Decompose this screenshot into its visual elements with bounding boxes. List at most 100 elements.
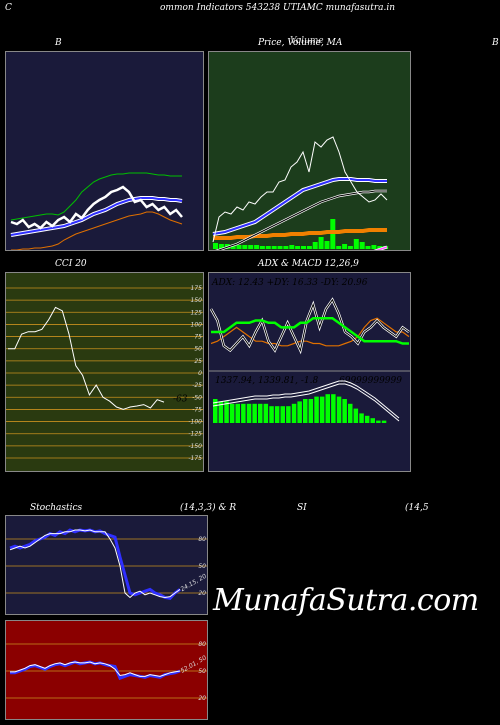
corner-right-label: B — [492, 38, 499, 48]
corner-left-label: C — [5, 3, 12, 13]
cci-tick-label: -150 — [188, 443, 202, 450]
macd-histogram-bar — [376, 420, 381, 423]
cci-tick-label: -125 — [188, 431, 202, 438]
cci-chart: 175 150 125 100 75 50 25 0 -25 -50 -75 -100 -125 -150… — [6, 285, 203, 462]
macd-line — [212, 380, 400, 419]
adx-panel-title: ADX & MACD 12,26,9 — [258, 259, 359, 269]
macd-histogram-bar — [280, 406, 285, 423]
cci-panel: 175 150 125 100 75 50 25 0 -25 -50 -75 -100 -125 -150… — [5, 272, 204, 472]
macd-histogram-bar — [269, 406, 274, 423]
sto-tick-label: 50 — [198, 563, 206, 570]
volume-bar — [301, 246, 306, 249]
bb-price-line — [10, 185, 183, 230]
macd-histogram-bar — [364, 415, 370, 423]
page-title: ommon Indicators 543238 UTIAMC munafasut… — [160, 3, 396, 13]
macd-histogram-bar — [314, 396, 319, 423]
sto-tick-label: 80 — [198, 536, 206, 543]
macd-histogram-bar — [331, 394, 336, 423]
cci-tick-label: 125 — [191, 309, 203, 316]
volume-bar — [342, 244, 348, 249]
cci-tick-label: -75 — [192, 406, 202, 413]
price-panel-title: Price, Volume, MA — [258, 38, 343, 48]
cci-panel-title: CCI 20 — [55, 259, 87, 269]
price-chart — [212, 136, 389, 250]
bb-upper-band-line — [10, 172, 182, 221]
sto-signal-line — [9, 529, 181, 599]
cci-tick-label: 75 — [194, 334, 202, 341]
sto-title-left: Stochastics — [30, 503, 83, 513]
bb-panel — [5, 51, 204, 251]
volume-bar — [230, 245, 236, 249]
cci-last-value: -63 — [173, 395, 188, 405]
macd-histogram-bar — [218, 401, 224, 423]
sto-tick-label: 20 — [198, 590, 206, 597]
rsi-title-right: (14,5 — [405, 503, 429, 513]
sto-panel: 80 50 20 24.15, 20 — [5, 515, 208, 615]
cci-tick-label: 0 — [198, 370, 202, 377]
macd-histogram-bar — [297, 401, 302, 423]
adx-panel: ADX: 12.43 +DY: 16.33 -DY: 20.96 1337.94,… — [208, 272, 411, 472]
macd-histogram-bar — [353, 408, 359, 423]
volume-bar — [271, 246, 277, 249]
volume-bar — [312, 242, 318, 249]
volume-bar — [248, 245, 254, 249]
bb-panel-title: B — [55, 38, 62, 48]
cci-tick-label: 175 — [191, 285, 203, 292]
bb-chart — [10, 172, 183, 250]
cci-tick-label: 25 — [194, 358, 202, 365]
volume-bar — [365, 246, 371, 249]
macd-signal-line — [212, 383, 400, 422]
volume-bar — [242, 245, 248, 249]
sto-title-mid: (14,3,3) & R — [180, 503, 237, 513]
watermark-logo: MunafaSutra.com — [213, 583, 479, 618]
bb-middle-band-line — [10, 197, 183, 236]
volume-bar — [236, 245, 242, 249]
macd-histogram-bar — [325, 394, 330, 423]
volume-bar — [283, 246, 289, 249]
rsi-panel: 80 50 20 52.01, 50 — [5, 620, 208, 720]
volume-bar — [324, 241, 330, 249]
macd-histogram-bar — [224, 401, 229, 423]
cci-tick-label: 100 — [191, 321, 203, 328]
cci-tick-label: 150 — [191, 297, 203, 304]
adx-minus-di-line — [210, 317, 410, 347]
volume-bar — [254, 245, 260, 249]
bb-lower-band-line — [11, 211, 183, 250]
price-ma-mid-line — [213, 228, 387, 240]
macd-histogram-bar — [213, 399, 218, 423]
volume-bar — [218, 244, 224, 249]
rsi-tick-label: 20 — [198, 695, 206, 702]
volume-bar — [318, 237, 324, 249]
macd-histogram-bar — [342, 399, 347, 423]
macd-histogram-bar — [252, 403, 257, 423]
macd-histogram-bar — [370, 418, 375, 423]
macd-histogram-bar — [319, 396, 325, 423]
macd-histogram-bar — [241, 403, 246, 423]
macd-histogram-bar — [229, 403, 235, 423]
macd-histogram-bar — [286, 406, 291, 423]
volume-bar — [289, 245, 295, 249]
macd-histogram-bar — [381, 420, 387, 423]
price-ma-fast-line — [212, 178, 387, 235]
volume-bar — [371, 245, 377, 249]
price-ma-fast-outline — [212, 177, 387, 236]
macd-histogram-bar — [235, 403, 240, 423]
rsi-tick-label: 80 — [198, 641, 206, 648]
macd-histogram-bar — [246, 403, 252, 423]
volume-bar — [213, 243, 218, 249]
cci-line — [8, 306, 165, 410]
price-panel — [208, 51, 411, 251]
macd-readout: 1337.94, 1339.81, -1.8 — [215, 376, 319, 386]
bb-middle-band-outline — [10, 196, 183, 237]
macd-histogram-bar — [348, 403, 353, 423]
volume-bar — [295, 246, 301, 249]
volume-bar — [306, 246, 312, 249]
rsi-title-si: SI — [297, 503, 307, 513]
adx-readout: ADX: 12.43 +DY: 16.33 -DY: 20.96 — [211, 278, 368, 288]
adx-line — [211, 316, 409, 345]
macd-histogram-bar — [308, 399, 314, 423]
volume-bar — [336, 246, 342, 249]
macd-histogram-bar — [303, 399, 308, 423]
